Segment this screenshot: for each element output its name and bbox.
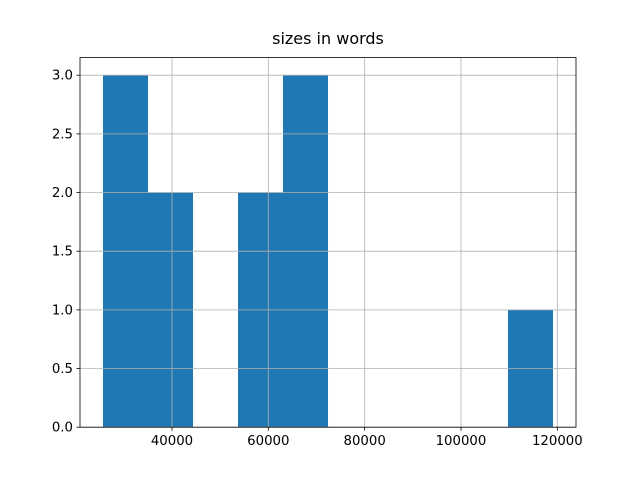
y-tick-label: 2.5: [52, 127, 73, 142]
y-tick-label: 1.0: [52, 303, 73, 318]
y-tick-label: 2.0: [52, 186, 73, 201]
x-tick-label: 60000: [247, 434, 289, 449]
x-tick-label: 40000: [151, 434, 193, 449]
y-tick-label: 1.5: [52, 245, 73, 260]
x-tick-label: 120000: [532, 434, 583, 449]
x-tick-label: 80000: [344, 434, 386, 449]
y-tick-label: 0.0: [52, 421, 73, 436]
plot-frame: [79, 57, 577, 428]
chart-title: sizes in words: [272, 29, 384, 48]
x-tick-label: 100000: [436, 434, 487, 449]
y-tick-label: 3.0: [52, 69, 73, 84]
y-tick-label: 0.5: [52, 362, 73, 377]
